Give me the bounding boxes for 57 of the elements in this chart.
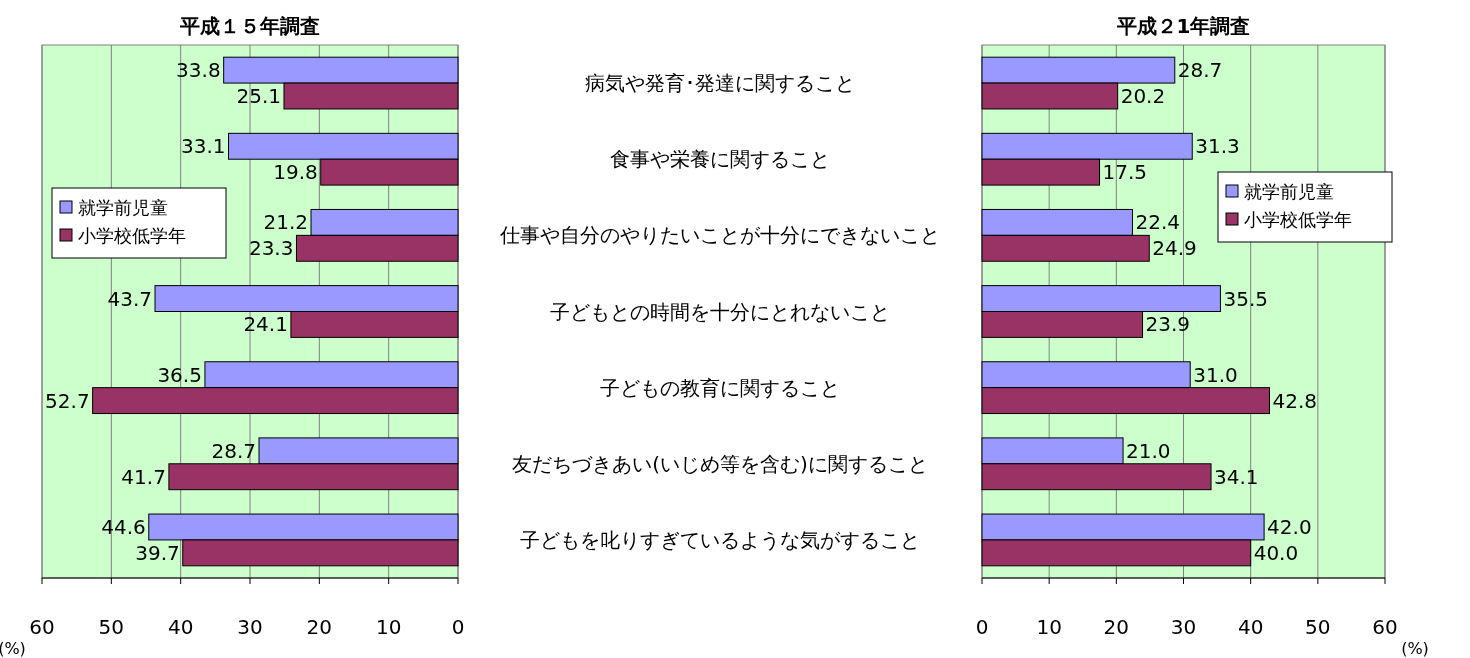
- data-label: 31.0: [1193, 362, 1238, 387]
- x-tick-label: 10: [375, 615, 402, 639]
- data-label: 36.5: [157, 362, 202, 387]
- y-tick-label: 子どもの教育に関すること: [600, 375, 840, 400]
- data-label: 24.9: [1152, 236, 1197, 261]
- x-tick-label: 0: [451, 615, 465, 639]
- x-tick-label: 10: [1036, 615, 1062, 639]
- data-label: 44.6: [101, 514, 146, 539]
- y-tick-label: 病気や発育･発達に関すること: [585, 71, 855, 96]
- data-label: 42.0: [1267, 514, 1312, 539]
- x-tick-label: 20: [1103, 615, 1130, 639]
- y-tick-label: 子どもとの時間を十分にとれないこと: [550, 299, 890, 324]
- data-label: 35.5: [1223, 286, 1268, 311]
- data-label: 40.0: [1253, 540, 1299, 565]
- data-label: 28.7: [1177, 58, 1223, 83]
- chart-title: 平成１５年調査: [179, 14, 320, 38]
- x-tick-label: 0: [975, 615, 989, 639]
- data-label: 28.7: [211, 438, 257, 463]
- data-label: 34.1: [1214, 464, 1259, 489]
- x-tick-label: 30: [237, 615, 263, 639]
- x-tick-label: 50: [98, 615, 125, 639]
- data-label: 21.0: [1126, 438, 1171, 463]
- x-tick-label: 40: [1237, 615, 1264, 639]
- data-label: 24.1: [243, 312, 288, 337]
- data-label: 17.5: [1102, 160, 1148, 185]
- data-label: 31.3: [1195, 134, 1240, 159]
- data-label: 41.7: [121, 464, 166, 489]
- x-tick-label: 30: [1170, 615, 1197, 639]
- legend-label: 就学前児童: [1244, 181, 1334, 202]
- x-axis-title: (%): [1401, 639, 1429, 658]
- x-tick-label: 50: [1305, 615, 1331, 639]
- y-tick-label: 仕事や自分のやりたいことが十分にできないこと: [499, 223, 940, 248]
- data-label: 33.1: [180, 134, 226, 159]
- y-tick-label: 友だちづきあい(いじめ等を含む)に関すること: [512, 451, 928, 476]
- data-label: 33.8: [176, 58, 221, 83]
- x-tick-label: 40: [167, 615, 194, 639]
- data-label: 22.4: [1135, 210, 1180, 235]
- data-label: 25.1: [236, 84, 281, 109]
- chart-title: 平成２1年調査: [1115, 14, 1251, 38]
- data-label: 42.8: [1272, 388, 1317, 413]
- data-label: 23.3: [248, 236, 294, 261]
- x-tick-label: 60: [29, 615, 55, 639]
- x-axis-title: (%): [0, 639, 26, 658]
- x-tick-label: 20: [306, 615, 333, 639]
- data-label: 43.7: [107, 286, 153, 311]
- data-label: 21.2: [263, 210, 309, 235]
- data-label: 20.2: [1120, 84, 1166, 109]
- legend-label: 小学校低学年: [78, 225, 186, 246]
- legend-label: 小学校低学年: [1244, 209, 1352, 230]
- data-label: 52.7: [45, 388, 90, 413]
- y-tick-label: 子どもを叱りすぎているような気がすること: [520, 527, 920, 552]
- x-tick-label: 60: [1372, 615, 1398, 639]
- data-label: 39.7: [135, 540, 180, 565]
- data-label: 23.9: [1145, 312, 1191, 337]
- data-label: 19.8: [273, 160, 318, 185]
- legend-label: 就学前児童: [78, 197, 168, 218]
- y-tick-label: 食事や栄養に関すること: [610, 147, 830, 172]
